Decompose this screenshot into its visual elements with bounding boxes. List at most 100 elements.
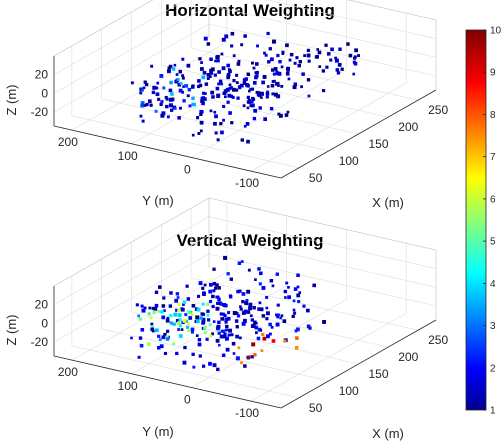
colorbar-tick-label: 3 [490,321,496,332]
data-point [180,307,185,312]
data-point [169,313,173,318]
data-point [259,307,264,312]
data-point [217,320,221,325]
data-point [201,75,206,80]
data-point [251,103,255,108]
data-point [166,115,170,119]
y-axis-label: Y (m) [142,424,174,439]
grid-line [208,23,437,77]
data-point [228,83,232,87]
x-tick-label: 250 [428,103,448,117]
data-point [281,50,285,54]
x-tick-label: 100 [339,154,359,168]
z-tick-label: 20 [35,298,49,312]
data-point [188,310,193,315]
data-point [228,87,232,91]
data-point [177,302,181,306]
data-point [254,278,257,281]
data-point [353,57,356,60]
data-point [151,306,155,310]
data-point [225,87,230,92]
data-point [296,285,300,289]
data-point [273,67,278,71]
data-point [246,106,250,110]
data-point [154,290,159,294]
data-point [175,308,179,312]
data-point [248,306,252,311]
data-point [277,71,282,76]
data-point [173,63,177,67]
data-point [188,104,192,108]
z-tick-label: 20 [35,68,49,82]
data-point [297,300,301,304]
data-point [191,85,195,89]
data-point [211,95,215,99]
data-point [221,329,226,333]
data-point [322,320,326,324]
data-point [154,109,158,113]
data-point [284,296,287,299]
data-point [250,355,254,359]
data-point [212,267,216,271]
data-point [275,70,278,74]
data-point [198,57,202,61]
data-point [243,125,247,128]
data-point [306,48,310,52]
data-point [203,36,208,41]
data-point [202,364,206,368]
data-point [149,316,153,320]
data-point [287,286,290,289]
data-point [186,63,191,68]
data-point [295,56,299,60]
data-point [224,34,229,39]
data-point [210,67,215,72]
data-point [168,103,173,108]
data-point [151,329,155,333]
data-point [138,336,143,340]
data-point [228,294,232,298]
data-point [275,313,278,317]
data-point [182,300,187,305]
data-point [235,325,239,329]
data-point [170,92,174,96]
data-point [283,339,287,343]
data-point [247,100,252,104]
data-point [172,342,175,346]
data-point [257,307,261,311]
x-tick-label: 50 [309,401,323,415]
data-point [159,74,164,78]
data-point [201,96,205,100]
data-point [191,133,195,137]
x-tick-label: 200 [398,350,418,364]
data-point [253,320,257,324]
data-point [197,294,201,298]
data-point [271,68,275,72]
y-tick-label: -100 [235,176,259,190]
data-point [227,311,231,315]
data-point [152,310,156,314]
data-point [250,318,254,322]
data-point [266,85,270,88]
data-point [211,304,215,309]
grid-line [71,345,299,399]
data-point [236,62,241,66]
grid-line [280,89,437,179]
data-point [241,300,245,304]
data-point [153,307,158,311]
data-point [280,65,284,69]
data-point [183,345,187,350]
data-point [234,319,239,323]
data-point [293,311,297,315]
data-point [199,316,203,320]
colorbar-tick-label: 8 [490,110,496,121]
data-point [243,309,248,314]
data-point [161,335,166,340]
data-point [243,319,247,324]
data-point [267,60,271,64]
data-point [155,92,160,97]
chart-title: Vertical Weighting [176,231,323,250]
data-point [135,303,139,307]
data-point [215,338,220,343]
data-point [161,111,166,116]
data-point [201,91,205,95]
